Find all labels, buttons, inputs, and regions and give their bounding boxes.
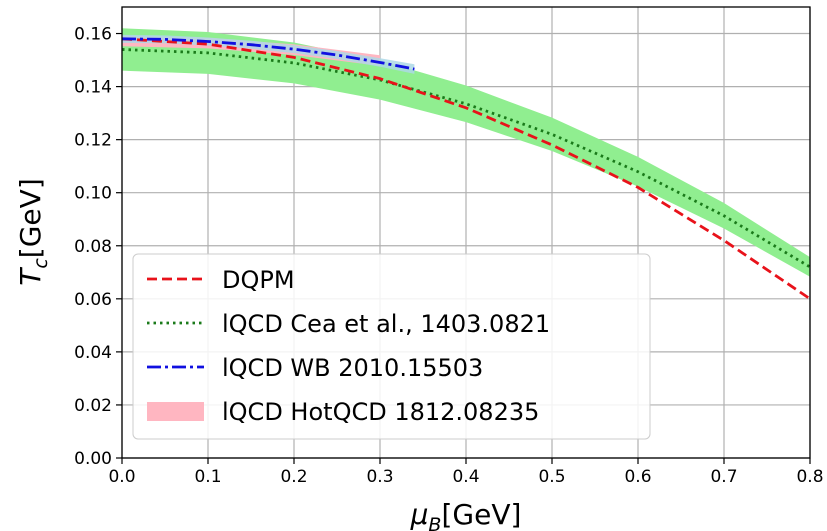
wb-line	[121, 37, 415, 71]
legend-label-cea: lQCD Cea et al., 1403.0821	[222, 310, 550, 338]
y-axis-label: Tc[GeV]	[14, 178, 52, 286]
legend-box	[132, 253, 651, 440]
x-tick-label: 0.1	[194, 467, 221, 487]
x-tick-label: 0.2	[280, 467, 307, 487]
y-tick-label: 0.10	[74, 184, 112, 204]
x-ticks: 0.0 0.1 0.2 0.3 0.4 0.5 0.6 0.7 0.8	[108, 458, 824, 487]
x-tick-label: 0.6	[624, 467, 651, 487]
y-tick-label: 0.02	[74, 396, 112, 416]
wb-band	[122, 34, 415, 74]
y-tick-label: 0.00	[74, 449, 112, 469]
x-axis-label: μB[GeV]	[410, 498, 522, 531]
lines	[121, 37, 811, 300]
cea-line	[121, 48, 811, 269]
dqpm-line	[121, 37, 811, 300]
legend: DQPM lQCD Cea et al., 1403.0821 lQCD WB …	[132, 253, 651, 440]
y-tick-label: 0.14	[74, 78, 112, 98]
x-tick-label: 0.5	[538, 467, 565, 487]
legend-label-hotqcd: lQCD HotQCD 1812.08235	[222, 398, 539, 426]
y-tick-label: 0.16	[74, 25, 112, 45]
legend-label-dqpm: DQPM	[222, 266, 295, 294]
y-tick-label: 0.04	[74, 343, 112, 363]
legend-label-wb: lQCD WB 2010.15503	[222, 354, 483, 382]
cea-band	[122, 28, 810, 277]
legend-swatch-hotqcd	[147, 402, 204, 421]
x-tick-label: 0.4	[452, 467, 479, 487]
x-tick-label: 0.8	[796, 467, 823, 487]
y-tick-label: 0.06	[74, 290, 112, 310]
y-tick-label: 0.08	[74, 237, 112, 257]
x-tick-label: 0.3	[366, 467, 393, 487]
y-tick-label: 0.12	[74, 131, 112, 151]
x-tick-label: 0.7	[710, 467, 737, 487]
y-ticks: 0.00 0.02 0.04 0.06 0.08 0.10 0.12 0.14 0.16	[74, 25, 122, 469]
x-tick-label: 0.0	[108, 467, 135, 487]
